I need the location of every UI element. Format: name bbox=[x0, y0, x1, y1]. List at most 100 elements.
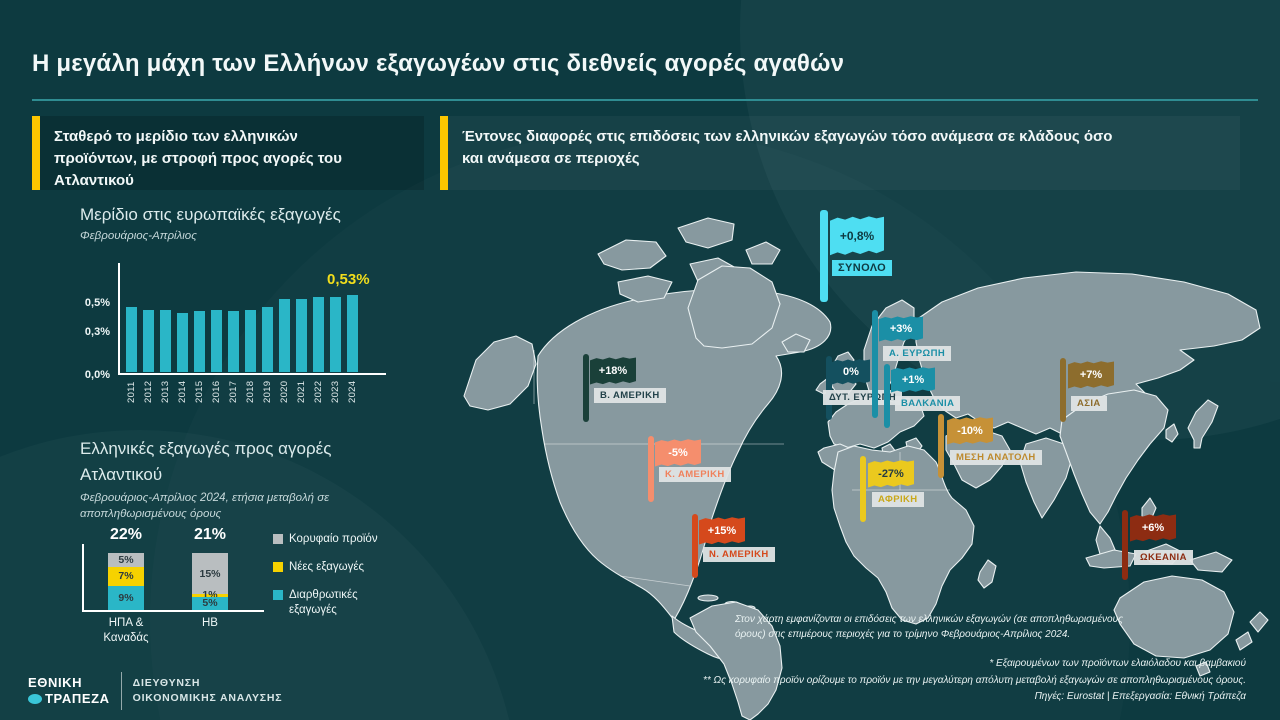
eu-share-bar: 2021 bbox=[296, 299, 307, 403]
flag: -10% bbox=[947, 417, 993, 445]
flag-pole bbox=[860, 456, 866, 522]
atl-bar-1: 15% 1% 5% bbox=[192, 553, 228, 610]
callout-right: Έντονες διαφορές στις επιδόσεις των ελλη… bbox=[440, 116, 1240, 190]
flag: -5% bbox=[655, 439, 701, 467]
eu-share-bar: 2016 bbox=[211, 310, 222, 403]
map-note: Στον χάρτη εμφανίζονται οι επιδόσεις των… bbox=[735, 612, 1123, 642]
eu-share-bar: 2011 bbox=[126, 307, 137, 403]
bank-logo-line1: ΕΘΝΙΚΗ bbox=[28, 674, 83, 690]
atl-bar-0: 5% 7% 9% bbox=[108, 553, 144, 610]
region-value: +15% bbox=[707, 525, 737, 537]
eu-share-bar: 2023 bbox=[330, 297, 341, 403]
flag-pole bbox=[1122, 510, 1128, 580]
stack-segment: 5% bbox=[192, 596, 228, 610]
stack-segment: 9% bbox=[108, 585, 144, 610]
eu-share-bars: 2011 2012 2013 2014 2015 2016 2017 2018 2019 2020… bbox=[126, 295, 358, 403]
last-value-label: 0,53% bbox=[327, 271, 370, 288]
region-label: ΩΚΕΑΝΙΑ bbox=[1134, 550, 1193, 565]
bank-logo-line2: ΤΡΑΠΕΖΑ bbox=[28, 691, 110, 707]
callout-line: Έντονες διαφορές στις επιδόσεις των ελλη… bbox=[462, 128, 1113, 145]
callout-line: Σταθερό το μερίδιο των ελληνικών bbox=[54, 128, 298, 145]
flag: +7% bbox=[1068, 361, 1114, 389]
eu-share-bar: 2017 bbox=[228, 311, 239, 403]
department: ΔΙΕΥΘΥΝΣΗ ΟΙΚΟΝΟΜΙΚΗΣ ΑΝΑΛΥΣΗΣ bbox=[133, 676, 283, 706]
flag: +18% bbox=[590, 357, 636, 385]
stack-segment: 5% bbox=[108, 553, 144, 567]
y-axis-line bbox=[82, 544, 84, 612]
stack-segment: 7% bbox=[108, 566, 144, 586]
eu-share-bar: 2012 bbox=[143, 310, 154, 403]
category-label: ΗΒ bbox=[202, 617, 218, 629]
yellow-accent-bar bbox=[32, 116, 40, 190]
region-value: +18% bbox=[598, 365, 628, 377]
flag: 0% bbox=[832, 359, 870, 385]
chart-title: Μερίδιο στις ευρωπαϊκές εξαγωγές bbox=[80, 205, 341, 224]
eu-share-yticks: 0,5% 0,3% 0,0% bbox=[76, 263, 114, 382]
footnote-1: * Εξαιρουμένων των προϊόντων ελαιόλαδου … bbox=[989, 658, 1246, 669]
region-value: +3% bbox=[889, 323, 913, 335]
total-label: 21% bbox=[193, 526, 227, 543]
legend-label: Νέες εξαγωγές bbox=[289, 560, 365, 573]
title-underline bbox=[32, 99, 1258, 101]
region-label: Α. ΕΥΡΩΠΗ bbox=[883, 346, 952, 361]
stack-segment: 15% bbox=[192, 553, 228, 594]
department-line: ΔΙΕΥΘΥΝΣΗ bbox=[132, 676, 201, 689]
legend-swatch bbox=[273, 534, 283, 544]
legend-item: Διαρθρωτικές εξαγωγές bbox=[273, 588, 403, 618]
region-label: Β. ΑΜΕΡΙΚΗ bbox=[594, 388, 666, 403]
department-line: ΟΙΚΟΝΟΜΙΚΗΣ ΑΝΑΛΥΣΗΣ bbox=[132, 692, 283, 704]
eu-share-bar: 2019 bbox=[262, 307, 273, 403]
atlantic-exports-chart: Ελληνικές εξαγωγές προς αγορές Ατλαντικο… bbox=[80, 436, 440, 700]
eu-share-bar: 2015 bbox=[194, 311, 205, 403]
eu-share-bar: 2020 bbox=[279, 299, 290, 403]
page-title: Η μεγάλη μάχη των Ελλήνων εξαγωγέων στις… bbox=[32, 50, 845, 77]
region-value: +7% bbox=[1079, 369, 1103, 381]
legend: Κορυφαίο προϊόν Νέες εξαγωγές Διαρθρωτικ… bbox=[273, 532, 403, 618]
x-axis-line bbox=[82, 610, 264, 612]
sources-line: Πηγές: Eurostat | Επεξεργασία: Εθνική Τρ… bbox=[1034, 691, 1246, 702]
eu-share-bar: 2018 bbox=[245, 310, 256, 403]
flag: +1% bbox=[891, 367, 935, 393]
y-tick-label: 0,3% bbox=[84, 325, 110, 338]
region-label: Ν. ΑΜΕΡΙΚΗ bbox=[703, 547, 775, 562]
eu-share-chart: Μερίδιο στις ευρωπαϊκές εξαγωγές Φεβρουά… bbox=[80, 205, 426, 417]
footnotes: * Εξαιρουμένων των προϊόντων ελαιόλαδου … bbox=[646, 656, 1246, 706]
callout-line: προϊόντων, με στροφή προς αγορές του bbox=[54, 149, 342, 167]
eu-share-bar: 2022 bbox=[313, 297, 324, 403]
region-value: 0% bbox=[843, 366, 859, 378]
region-value: +6% bbox=[1141, 522, 1165, 534]
legend-swatch bbox=[273, 561, 283, 572]
callout-left-text: Σταθερό το μερίδιο των ελληνικών προϊόντ… bbox=[40, 116, 356, 190]
callout-right-text: Έντονες διαφορές στις επιδόσεις των ελλη… bbox=[448, 116, 1126, 190]
region-value: -10% bbox=[957, 425, 983, 437]
region-value: +1% bbox=[901, 374, 925, 386]
total-label: 22% bbox=[109, 526, 143, 543]
footnote-2: ** Ως κορυφαίο προϊόν ορίζουμε το προϊόν… bbox=[702, 674, 1246, 686]
flag-pole bbox=[1060, 358, 1066, 422]
flag-pole bbox=[583, 354, 589, 422]
flag-pole bbox=[872, 310, 878, 418]
legend-label: Διαρθρωτικές εξαγωγές bbox=[289, 588, 358, 616]
y-axis-line bbox=[118, 263, 120, 375]
chart-title: Ελληνικές εξαγωγές προς αγορές Ατλαντικο… bbox=[80, 439, 332, 484]
eu-share-bar: 2013 bbox=[160, 310, 171, 403]
atlantic-plot: 5% 7% 9% 15% 1% 5% bbox=[82, 538, 264, 648]
flag: +3% bbox=[879, 316, 923, 342]
callout-left: Σταθερό το μερίδιο των ελληνικών προϊόντ… bbox=[32, 116, 424, 190]
callout-line: Ατλαντικού bbox=[54, 171, 134, 189]
flag-pole bbox=[820, 210, 828, 302]
callout-line: και ανάμεσα σε περιοχές bbox=[462, 149, 640, 167]
region-value: -27% bbox=[878, 468, 904, 480]
legend-item: Κορυφαίο προϊόν bbox=[273, 532, 403, 547]
flag-pole bbox=[648, 436, 654, 502]
region-label: ΑΦΡΙΚΗ bbox=[872, 492, 924, 507]
region-label: Κ. ΑΜΕΡΙΚΗ bbox=[659, 467, 731, 482]
flag-pole bbox=[938, 414, 944, 478]
region-label: ΒΑΛΚΑΝΙΑ bbox=[895, 396, 961, 411]
legend-swatch bbox=[273, 589, 283, 600]
legend-label: Κορυφαίο προϊόν bbox=[289, 533, 378, 545]
flag: +15% bbox=[699, 517, 745, 545]
chart-subtitle: Φεβρουάριος-Απρίλιος bbox=[80, 230, 197, 242]
flag-pole bbox=[884, 364, 890, 428]
